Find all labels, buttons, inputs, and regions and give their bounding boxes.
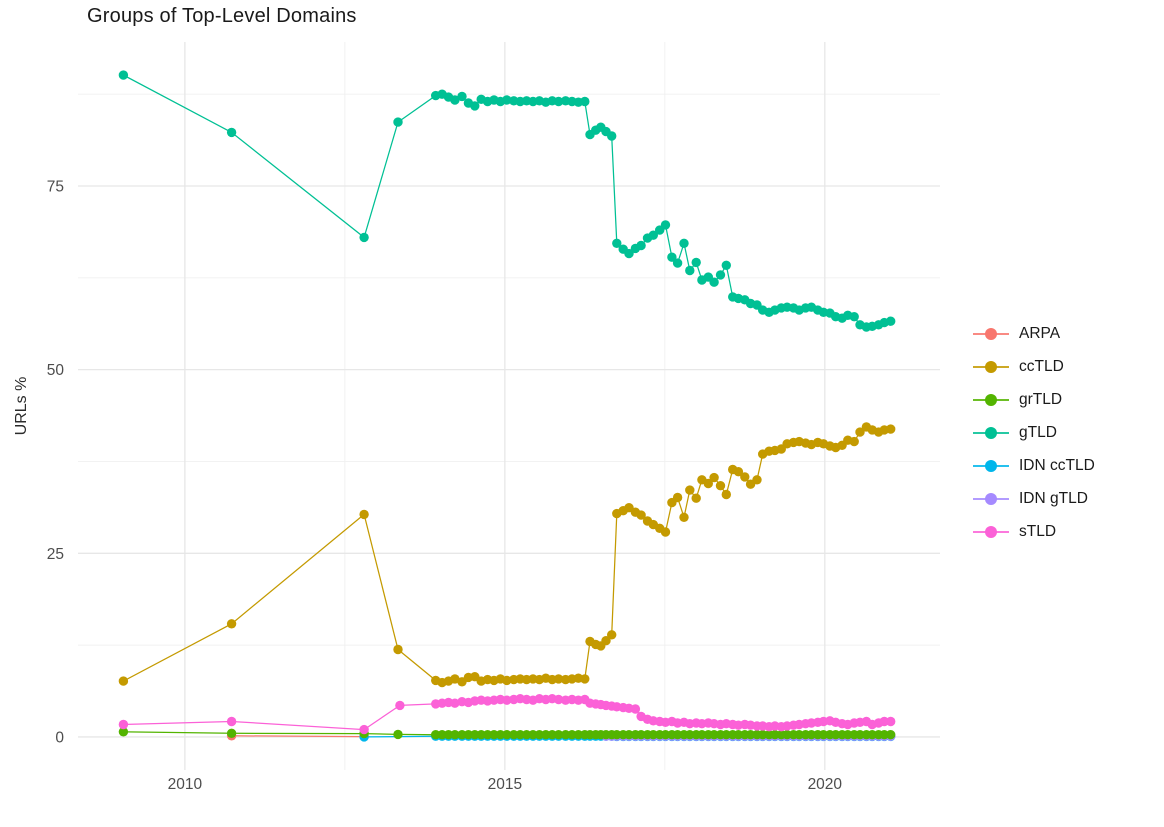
series-gtld xyxy=(118,70,896,332)
y-tick-label: 75 xyxy=(47,178,64,195)
legend-item-gtld: gTLD xyxy=(971,416,1095,449)
legend-key-stld xyxy=(971,522,1011,542)
legend-label: gTLD xyxy=(1019,423,1057,441)
legend-label: grTLD xyxy=(1019,390,1063,408)
series-stld xyxy=(118,694,896,735)
legend-label: ARPA xyxy=(1019,324,1061,342)
legend-label: ccTLD xyxy=(1019,357,1064,375)
legend-key-dot xyxy=(985,327,997,340)
legend-item-grtld: grTLD xyxy=(971,383,1095,416)
legend-key-idn-cctld xyxy=(971,456,1011,476)
legend-key-dot xyxy=(985,525,997,538)
legend-label: sTLD xyxy=(1019,522,1057,540)
y-tick-label: 0 xyxy=(55,729,64,746)
legend-item-cctld: ccTLD xyxy=(971,350,1095,383)
legend-key-grtld xyxy=(971,390,1011,410)
legend-key-gtld xyxy=(971,423,1011,443)
legend-key-arpa xyxy=(971,324,1011,344)
x-tick-label: 2015 xyxy=(488,776,522,793)
legend-key-dot xyxy=(985,393,997,406)
y-tick-label: 25 xyxy=(47,546,64,563)
chart-title: Groups of Top-Level Domains xyxy=(87,5,357,27)
legend-key-dot xyxy=(985,492,997,505)
gridlines-major xyxy=(78,42,940,770)
legend-label: IDN gTLD xyxy=(1019,489,1088,507)
x-tick-label: 2020 xyxy=(808,776,843,793)
series-arpa xyxy=(226,731,369,742)
legend-key-dot xyxy=(985,426,997,439)
legend-item-idn-cctld: IDN ccTLD xyxy=(971,449,1095,482)
legend-item-stld: sTLD xyxy=(971,515,1095,548)
legend-key-cctld xyxy=(971,357,1011,377)
legend: ARPA ccTLD grTLD gTLD IDN ccTLD IDN gTLD sTLD xyxy=(971,317,1095,548)
series-cctld xyxy=(118,422,896,688)
series-grtld xyxy=(118,727,896,740)
legend-key-dot xyxy=(985,459,997,472)
legend-label: IDN ccTLD xyxy=(1019,456,1095,474)
x-tick-label: 2010 xyxy=(168,776,203,793)
y-tick-label: 50 xyxy=(47,362,65,379)
axis-tick-labels: 0 25 50 75 2010 2015 2020 xyxy=(47,178,843,793)
legend-item-arpa: ARPA xyxy=(971,317,1095,350)
gridlines-minor xyxy=(78,42,940,770)
legend-key-dot xyxy=(985,360,997,373)
legend-item-idn-gtld: IDN gTLD xyxy=(971,482,1095,515)
legend-key-idn-gtld xyxy=(971,489,1011,509)
